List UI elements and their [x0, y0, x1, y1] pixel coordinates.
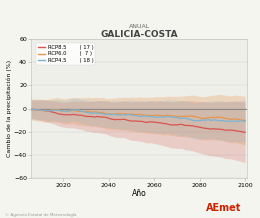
Text: AEmet: AEmet [206, 203, 241, 213]
Title: GALICIA-COSTA: GALICIA-COSTA [100, 30, 178, 39]
Text: ANUAL: ANUAL [129, 24, 150, 29]
Legend: RCP8.5        ( 17 ), RCP6.0        (  7 ), RCP4.5        ( 18 ): RCP8.5 ( 17 ), RCP6.0 ( 7 ), RCP4.5 ( 18… [36, 43, 95, 65]
Y-axis label: Cambio de la precipitación (%): Cambio de la precipitación (%) [7, 60, 12, 157]
X-axis label: Año: Año [132, 189, 147, 198]
Text: © Agencia Estatal de Meteorología: © Agencia Estatal de Meteorología [5, 213, 77, 217]
